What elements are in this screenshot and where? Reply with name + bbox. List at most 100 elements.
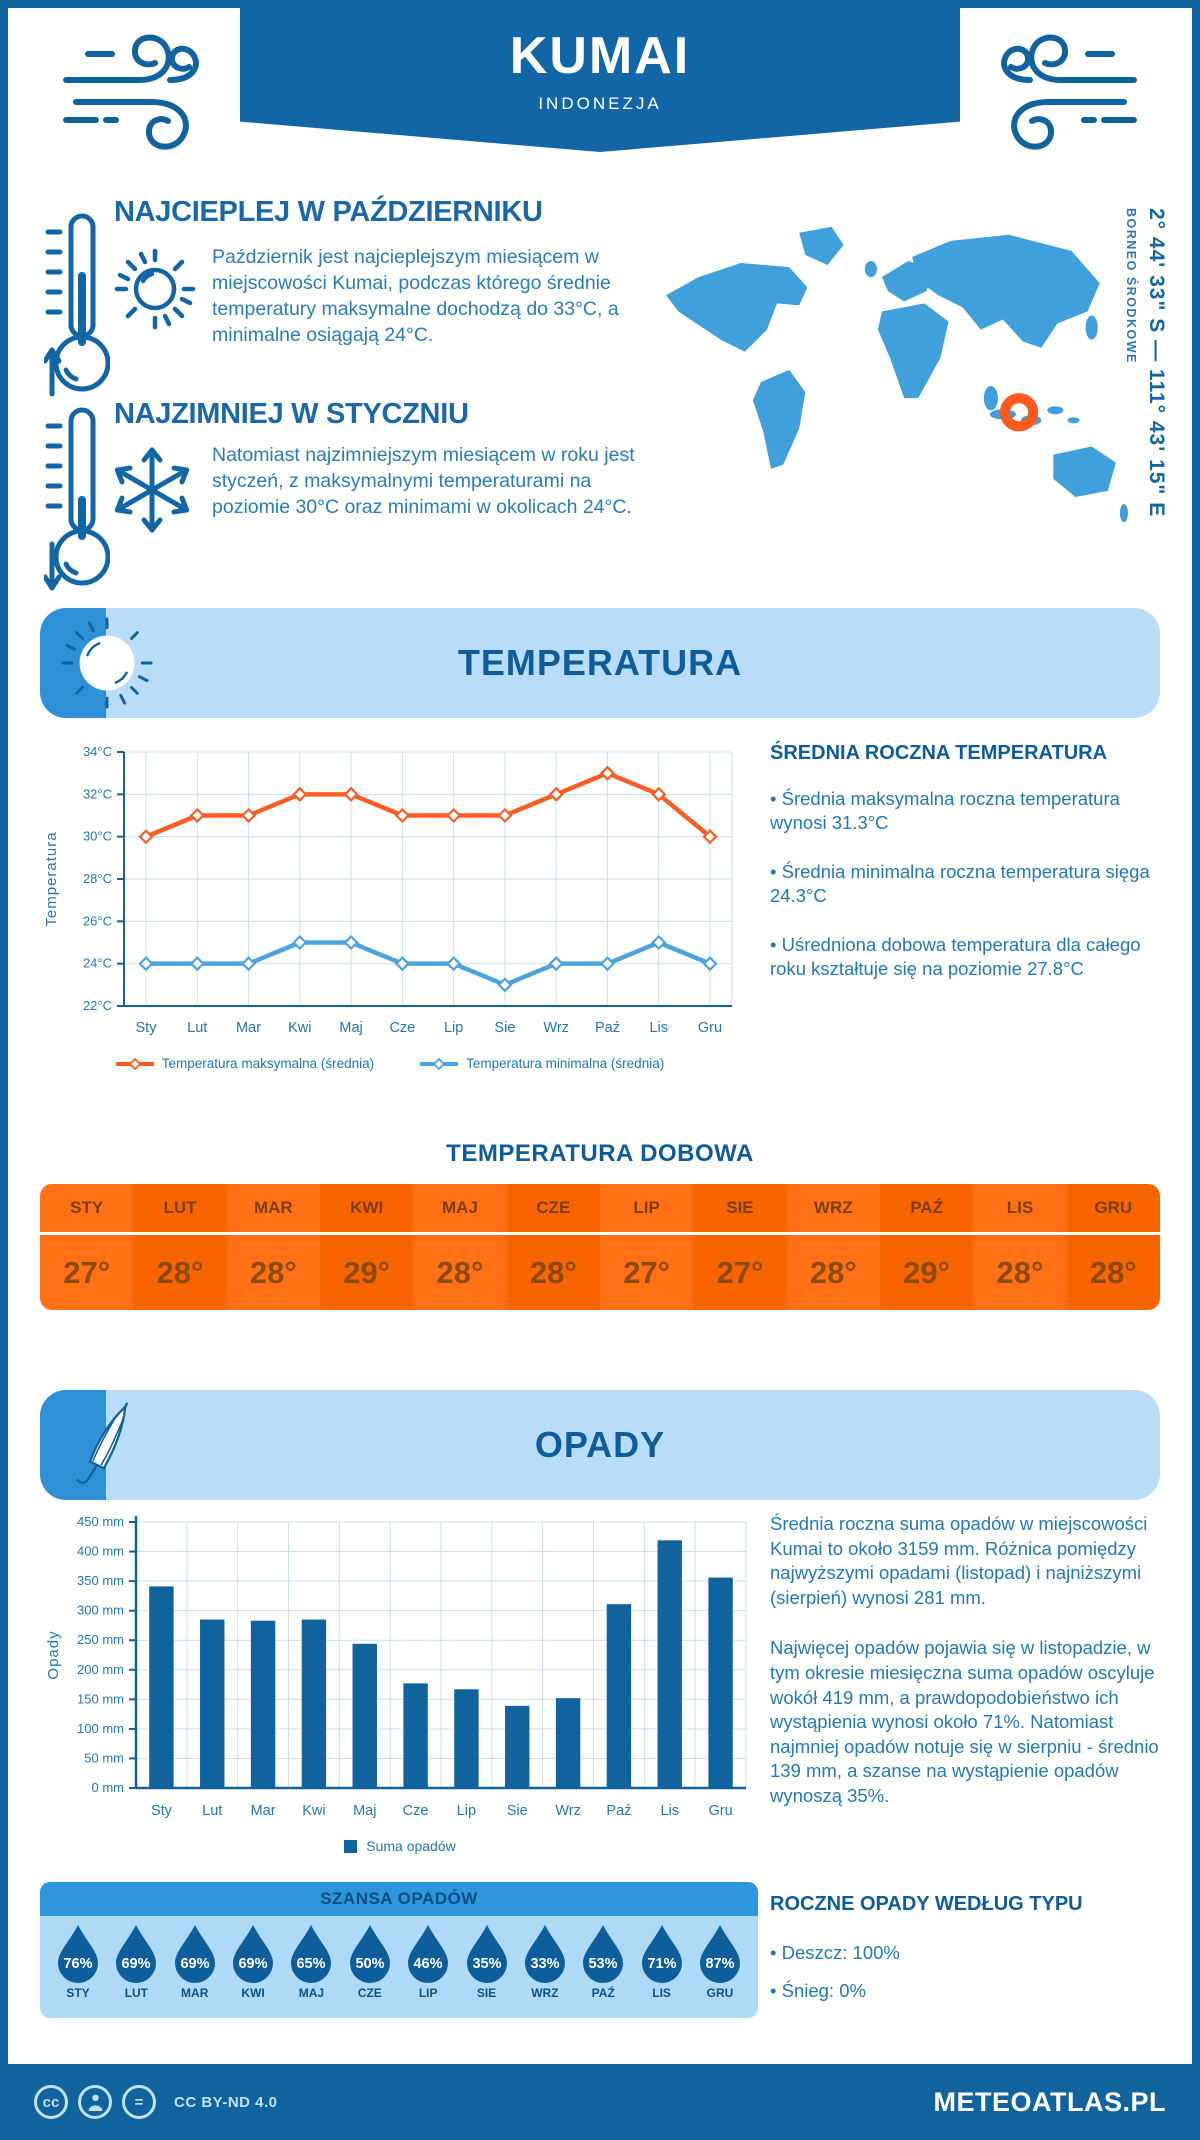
data-point-marker xyxy=(343,934,359,951)
daily-temp-value: 28° xyxy=(1089,1254,1137,1290)
rain-chance-month: KWI xyxy=(241,1986,265,2000)
y-axis-label: Temperatura xyxy=(43,831,60,926)
temperature-chart-legend: Temperatura maksymalna (średnia) Temperat… xyxy=(40,1056,740,1071)
daily-temp-month: SIE xyxy=(693,1184,787,1235)
data-point-marker xyxy=(394,807,410,824)
axis-tick-label: Wrz xyxy=(555,1803,581,1819)
rain-chance-value: 69% xyxy=(122,1956,151,1972)
banner-accent-strip xyxy=(40,1390,106,1500)
daily-temp-column: LUT 28° xyxy=(133,1184,227,1310)
rain-chance-droplet: 53% PAŹ xyxy=(577,1923,629,2000)
warmest-text: Październik jest najcieplejszym miesiące… xyxy=(212,246,619,347)
axis-tick-label: 250 mm xyxy=(77,1632,124,1647)
daily-temp-value: 28° xyxy=(436,1254,484,1290)
droplet-icon: 46% xyxy=(408,1925,449,1983)
map-region-label: BORNEO ŚRODKOWE xyxy=(1124,208,1138,364)
daily-temp-column: MAR 28° xyxy=(226,1184,320,1310)
title-banner: KUMAI INDONEZJA xyxy=(240,0,960,152)
data-point-marker xyxy=(497,977,513,993)
axis-tick-label: Wrz xyxy=(543,1020,569,1036)
annual-temperature-block: ŚREDNIA ROCZNA TEMPERATURA • Średnia mak… xyxy=(770,742,1164,1005)
precipitation-text-block: Średnia roczna suma opadów w miejscowośc… xyxy=(770,1512,1164,1835)
license-label: CC BY-ND 4.0 xyxy=(174,2093,278,2111)
rain-chance-value: 71% xyxy=(647,1956,676,1972)
axis-tick-label: Paź xyxy=(606,1803,631,1819)
axis-tick-label: 200 mm xyxy=(77,1662,124,1677)
page-border-left xyxy=(0,0,8,2140)
rain-chance-droplet: 65% MAJ xyxy=(285,1923,337,2000)
droplet-icon: 87% xyxy=(699,1925,740,1983)
daily-temp-column: WRZ 28° xyxy=(786,1184,880,1310)
rain-chance-value: 69% xyxy=(239,1956,268,1972)
axis-tick-label: 300 mm xyxy=(77,1603,124,1618)
page-title: KUMAI xyxy=(509,27,691,85)
rain-chance-value: 46% xyxy=(414,1956,443,1972)
axis-tick-label: Sie xyxy=(507,1803,528,1819)
rain-chance-month: SIE xyxy=(476,1986,497,2000)
daily-temp-month: KWI xyxy=(319,1184,414,1235)
line-series xyxy=(143,770,713,839)
data-point-marker xyxy=(189,807,205,824)
daily-temp-value: 28° xyxy=(529,1254,577,1290)
data-point-marker xyxy=(394,956,410,972)
temperature-section-title: TEMPERATURA xyxy=(457,642,743,683)
daily-temp-column: MAJ 28° xyxy=(413,1184,507,1310)
attribution-person-icon xyxy=(78,2085,112,2119)
rain-chance-droplet: 35% SIE xyxy=(461,1923,513,2000)
annual-temp-bullet: • Średnia maksymalna roczna temperatura … xyxy=(770,788,1120,834)
precipitation-type-block: ROCZNE OPADY WEDŁUG TYPU • Deszcz: 100% … xyxy=(770,1893,1164,2013)
wind-icon xyxy=(63,34,199,150)
cc-icon: cc xyxy=(34,2085,68,2119)
data-point-marker xyxy=(343,786,359,802)
droplet-icon: 65% xyxy=(291,1925,332,1983)
daily-temp-month: MAJ xyxy=(413,1184,507,1235)
droplet-icon: 69% xyxy=(233,1925,274,1983)
daily-temp-column: SIE 27° xyxy=(693,1184,787,1310)
axis-tick-label: 450 mm xyxy=(77,1514,124,1529)
legend-item: Temperatura maksymalna (średnia) xyxy=(115,1056,374,1071)
rain-chance-month: STY xyxy=(66,1986,90,2000)
legend-marker xyxy=(344,1839,358,1853)
axis-tick-label: 26°C xyxy=(83,913,112,928)
daily-temp-month: LIP xyxy=(599,1184,694,1235)
axis-tick-label: Lis xyxy=(649,1020,668,1036)
precipitation-bar-chart: 0 mm 50 mm 100 mm 150 mm 200 mm 250 mm 300 mm 3… xyxy=(45,1514,747,1819)
temperature-section-banner: TEMPERATURA xyxy=(40,608,1160,718)
precipitation-chart-legend: Suma opadów xyxy=(40,1838,760,1854)
precipitation-paragraph: Średnia roczna suma opadów w miejscowośc… xyxy=(770,1513,1148,1608)
page-border-right xyxy=(1192,0,1200,2140)
data-point-marker xyxy=(292,786,308,802)
axis-tick-label: Mar xyxy=(251,1803,276,1819)
rain-chance-value: 50% xyxy=(355,1956,384,1972)
daily-temp-value: 28° xyxy=(156,1254,204,1290)
rain-chance-value: 33% xyxy=(530,1956,559,1972)
droplet-icon: 69% xyxy=(116,1925,157,1983)
daily-temp-month: CZE xyxy=(506,1184,600,1235)
bar xyxy=(606,1604,632,1788)
sun-icon xyxy=(114,248,196,330)
data-point-marker xyxy=(702,829,718,845)
data-point-marker xyxy=(548,956,564,972)
axis-tick-label: Lis xyxy=(660,1803,679,1819)
axis-tick-label: 100 mm xyxy=(77,1721,124,1736)
y-axis-label: Opady xyxy=(45,1630,62,1679)
rain-chance-droplet: 69% LUT xyxy=(110,1923,162,2000)
bar xyxy=(505,1705,530,1788)
map-coordinates-label: 2° 44' 33" S — 111° 43' 15" E xyxy=(1145,208,1168,518)
temperature-line-chart: 22°C 24°C 26°C 28°C 30°C 32°C 34°C Sty Lut Mar Kwi… xyxy=(43,744,733,1036)
footer: cc = CC BY-ND 4.0 METEOATLAS.PL xyxy=(0,2064,1200,2140)
data-point-marker xyxy=(599,765,616,781)
daily-temp-value: 29° xyxy=(343,1254,391,1290)
axis-tick-label: Mar xyxy=(236,1020,261,1036)
rain-chance-month: MAR xyxy=(181,1986,209,2000)
precipitation-type-bullet: • Śnieg: 0% xyxy=(770,1979,866,2001)
precipitation-section-banner: OPADY xyxy=(40,1390,1160,1500)
sun-icon xyxy=(61,617,153,709)
daily-temp-column: LIP 27° xyxy=(599,1184,694,1310)
bar xyxy=(149,1586,174,1788)
data-point-marker xyxy=(446,956,462,972)
rain-chance-droplet: 33% WRZ xyxy=(519,1923,571,2000)
annual-temp-bullet: • Uśredniona dobowa temperatura dla całe… xyxy=(770,933,1141,980)
bar xyxy=(250,1620,276,1788)
axis-tick-label: Paź xyxy=(595,1020,620,1036)
